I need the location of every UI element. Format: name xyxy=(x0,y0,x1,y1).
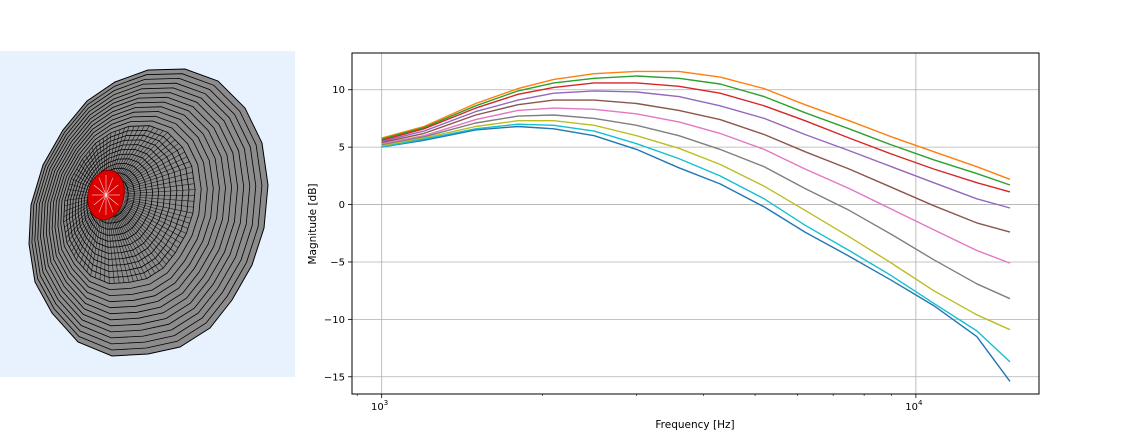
series-line-5 xyxy=(381,90,1011,209)
y-tick-label: −5 xyxy=(330,257,345,268)
mesh-ring xyxy=(45,96,233,321)
series-line-4 xyxy=(381,82,1011,193)
y-axis-ticks: 10 5 0 −5 −10 −15 xyxy=(324,85,352,383)
mesh-ring xyxy=(40,87,245,333)
y-tick-label: 10 xyxy=(332,85,345,96)
y-tick-label: −10 xyxy=(324,315,345,326)
mesh-panel xyxy=(0,51,295,377)
x-axis-ticks: 103 104 xyxy=(356,394,923,413)
mesh-ring xyxy=(51,106,220,309)
series-line-2 xyxy=(381,70,1011,180)
y-tick-label: 5 xyxy=(339,143,345,154)
plot-frame xyxy=(351,52,1040,395)
y-tick-label: 0 xyxy=(339,200,345,211)
grid-lines xyxy=(352,53,1039,394)
mesh-ring xyxy=(54,111,214,303)
x-tick-label: 103 xyxy=(371,399,388,413)
mesh-ring xyxy=(57,115,208,297)
y-axis-label: Magnitude [dB] xyxy=(307,183,319,264)
mesh-ring xyxy=(31,73,263,351)
mesh-ring xyxy=(48,101,226,315)
series-line-10 xyxy=(381,123,1011,363)
mesh-ring xyxy=(60,120,202,291)
series-line-7 xyxy=(381,107,1011,264)
mesh-ring xyxy=(37,82,251,339)
x-tick-label: 104 xyxy=(905,399,923,413)
y-tick-label: −15 xyxy=(324,372,345,383)
x-axis-label: Frequency [Hz] xyxy=(655,419,734,431)
mesh-ring xyxy=(42,92,239,327)
series-line-3 xyxy=(381,75,1011,186)
mesh-ring xyxy=(34,77,257,345)
series-line-1 xyxy=(381,125,1011,382)
series-line-8 xyxy=(381,114,1011,300)
series-line-9 xyxy=(381,119,1011,331)
ear-mesh-image xyxy=(28,68,269,357)
series-line-6 xyxy=(381,99,1011,233)
disc-spokes xyxy=(92,175,120,215)
series-lines xyxy=(381,70,1011,382)
